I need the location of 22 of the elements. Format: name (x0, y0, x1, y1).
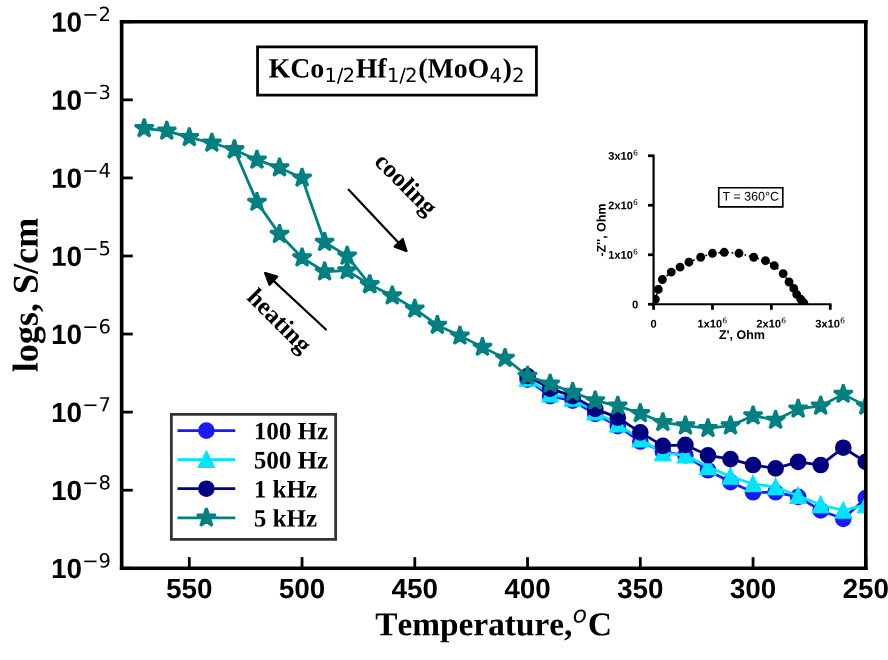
x-tick-label: 550 (166, 578, 212, 599)
x-tick-label: 250 (843, 578, 888, 599)
x-tick-label: 350 (617, 578, 663, 599)
x-tick-label: 400 (504, 578, 550, 599)
y-tick-label: 10$^{−8}$ (52, 474, 110, 501)
y-axis-title: logs, S/cm (12, 218, 46, 372)
legend-label: 1 kHz (255, 480, 317, 498)
y-tick-label: 10$^{−5}$ (52, 241, 110, 267)
legend-label: 5 kHz (254, 509, 317, 527)
y-tick-label: 10$^{−6}$ (52, 318, 110, 345)
y-tick-label: 10$^{−3}$ (52, 84, 110, 110)
legend-label: 500 Hz (254, 451, 328, 469)
text: KCo$_{1/2}$Hf$_{1/2}$(MoO$_{4}$)$_{2}$ (269, 57, 523, 84)
y-tick-label: 10$^{−2}$ (52, 6, 109, 32)
y-tick-label: 10$^{−9}$ (52, 553, 110, 579)
x-tick-label: 500 (279, 578, 325, 599)
y-tick-label: 10$^{−4}$ (52, 162, 110, 189)
legend-label: 100 Hz (255, 422, 328, 440)
x-axis-title: Temperature,$^{o}$C (375, 609, 610, 643)
x-tick-label: 300 (730, 578, 776, 599)
y-tick-label: 10$^{−7}$ (52, 397, 110, 423)
x-tick-label: 450 (392, 578, 437, 599)
